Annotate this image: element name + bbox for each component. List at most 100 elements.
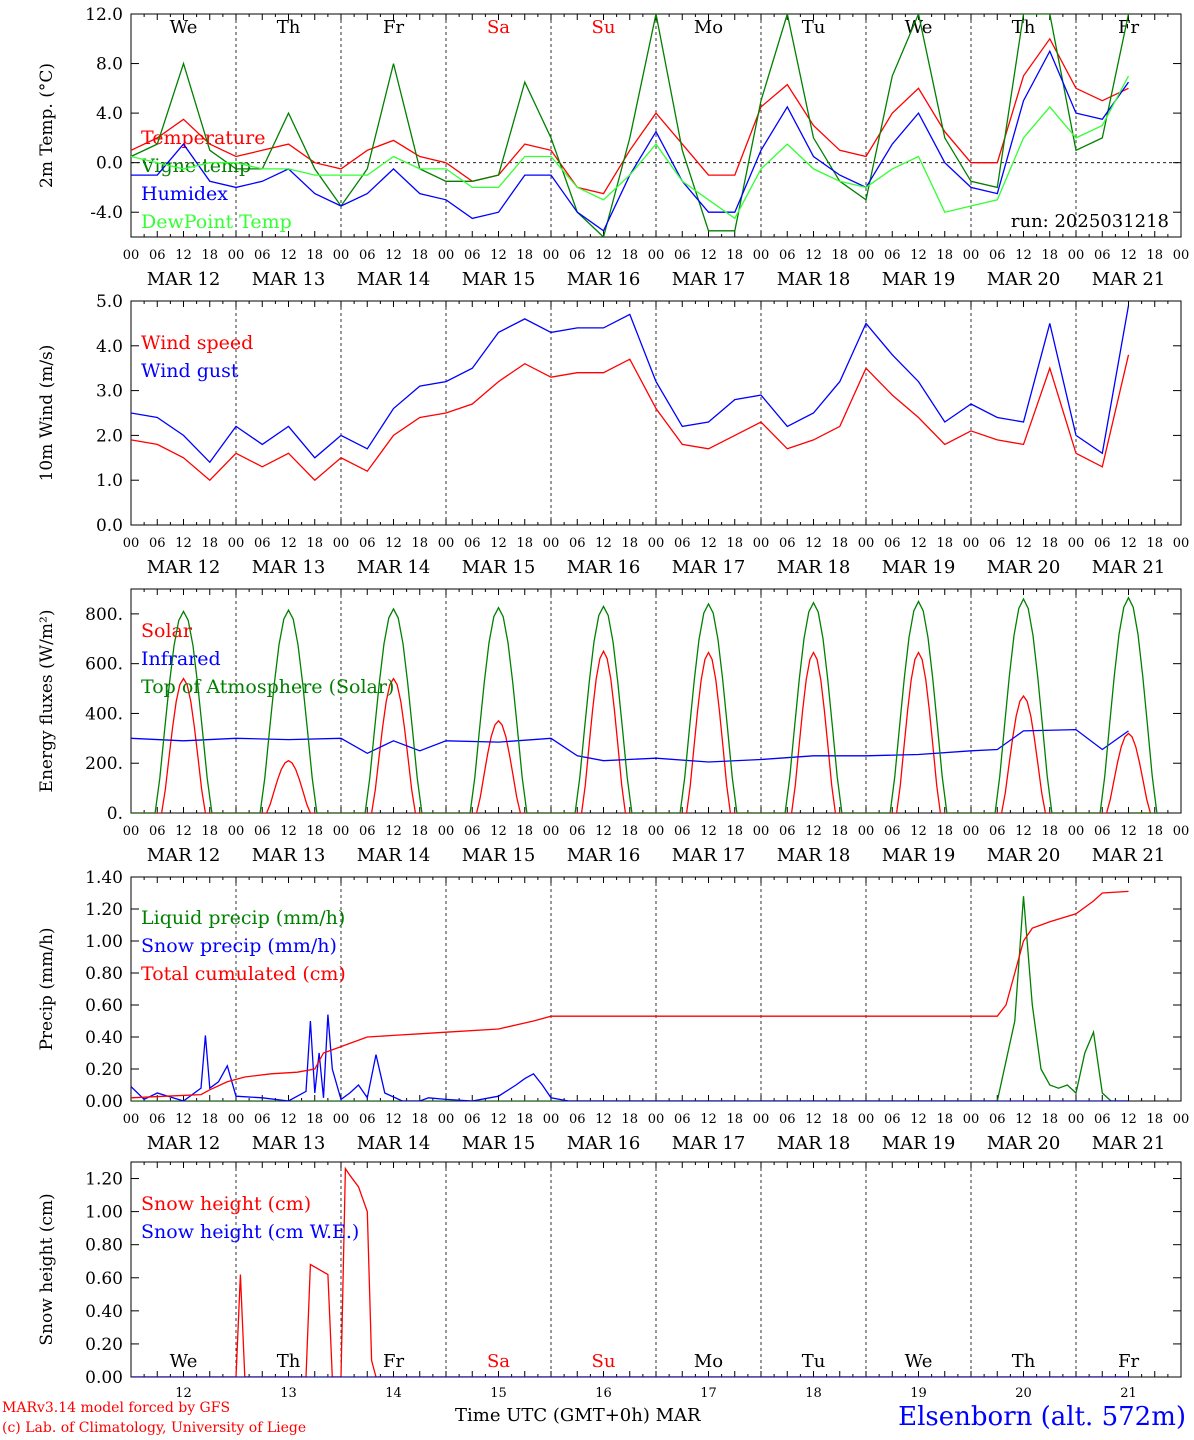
date-label: MAR 17 [672,1133,746,1154]
weekday-label: Fr [1118,17,1139,38]
hour-tick-label: 06 [1094,248,1111,263]
hour-tick-label: 06 [1094,1112,1111,1127]
hour-tick-label: 06 [884,824,901,839]
y-tick-label: 12.0 [85,5,123,25]
hour-tick-label: 00 [753,536,770,551]
hour-tick-label: 12 [490,536,507,551]
hour-tick-label: 00 [438,1112,455,1127]
hour-tick-label: 12 [490,1112,507,1127]
date-label: MAR 12 [147,1133,221,1154]
hour-tick-label: 12 [1015,824,1032,839]
hour-tick-label: 18 [1041,248,1058,263]
hour-tick-label: 18 [1041,824,1058,839]
hour-tick-label: 06 [569,536,586,551]
legend-entry: DewPoint Temp [141,211,292,233]
y-tick-label: 0.80 [85,964,123,984]
hour-tick-label: 00 [753,824,770,839]
y-tick-label: 0.40 [85,1302,123,1322]
date-label: MAR 15 [462,269,536,290]
date-label: MAR 21 [1092,1133,1166,1154]
plot-frame [130,13,1182,238]
weekday-label: Fr [383,17,404,38]
hour-tick-label: 06 [989,248,1006,263]
legend-entry: Wind speed [141,332,253,354]
date-label: MAR 13 [252,269,326,290]
panel-3: 800. 600. 400. 200. 0. Energy fluxes (W/m²) 00… [37,588,1189,866]
y-tick-label: 2.0 [96,426,123,446]
hour-tick-label: 18 [1146,1112,1163,1127]
hour-tick-label: 12 [595,536,612,551]
y-tick-label: 0.20 [85,1335,123,1355]
hour-tick-label: 00 [648,248,665,263]
hour-tick-label: 00 [1068,824,1085,839]
hour-tick-label: 00 [1173,536,1190,551]
weekday-label: Fr [383,1351,404,1372]
hour-tick-label: 18 [831,536,848,551]
hour-tick-label: 18 [621,248,638,263]
hour-tick-label: 06 [254,248,271,263]
hour-tick-label: 12 [385,536,402,551]
day-number-label: 13 [280,1386,297,1401]
hour-tick-label: 12 [385,248,402,263]
legend-entry: Infrared [141,648,221,670]
date-label: MAR 13 [252,1133,326,1154]
date-label: MAR 15 [462,557,536,578]
hour-tick-label: 18 [516,824,533,839]
date-label: MAR 18 [777,1133,851,1154]
hour-tick-label: 18 [936,1112,953,1127]
hour-tick-label: 06 [569,248,586,263]
y-tick-label: 1.40 [85,868,123,888]
hour-tick-label: 00 [858,1112,875,1127]
hour-tick-label: 18 [306,248,323,263]
hour-tick-label: 18 [201,1112,218,1127]
hour-tick-label: 12 [805,248,822,263]
date-label: MAR 16 [567,1133,641,1154]
hour-tick-label: 00 [543,536,560,551]
hour-tick-label: 00 [963,1112,980,1127]
y-axis-label: Energy fluxes (W/m²) [37,610,57,793]
day-number-label: 14 [385,1386,402,1401]
hour-tick-label: 06 [674,1112,691,1127]
y-axis-label: Snow height (cm) [37,1193,57,1345]
hour-tick-label: 00 [648,824,665,839]
hour-tick-label: 12 [910,1112,927,1127]
series-line [131,354,1130,482]
hour-tick-label: 12 [1120,824,1137,839]
hour-tick-label: 06 [359,248,376,263]
hour-tick-label: 12 [1120,536,1137,551]
hour-tick-label: 18 [411,248,428,263]
hour-tick-label: 06 [464,536,481,551]
hour-tick-label: 06 [464,248,481,263]
hour-tick-label: 06 [254,824,271,839]
hour-tick-label: 00 [1173,1112,1190,1127]
hour-tick-label: 00 [648,536,665,551]
hour-tick-label: 12 [700,824,717,839]
hour-tick-label: 00 [963,536,980,551]
hour-tick-label: 12 [490,248,507,263]
hour-tick-label: 06 [149,248,166,263]
date-label: MAR 16 [567,557,641,578]
panel-4: 1.40 1.20 1.00 0.80 0.60 0.40 0.20 0.00 Precip (… [37,868,1189,1154]
hour-tick-label: 12 [595,1112,612,1127]
date-label: MAR 17 [672,269,746,290]
y-tick-label: 600. [85,655,123,675]
date-label: MAR 16 [567,269,641,290]
plot-frame [130,588,1182,814]
hour-tick-label: 06 [779,824,796,839]
hour-tick-label: 18 [726,1112,743,1127]
hour-tick-label: 00 [858,248,875,263]
y-tick-label: 0.40 [85,1028,123,1048]
hour-tick-label: 06 [359,1112,376,1127]
hour-tick-label: 00 [228,536,245,551]
legend-entry: Snow height (cm W.E.) [141,1221,359,1243]
date-label: MAR 17 [672,557,746,578]
panel-5: 1.20 1.00 0.80 0.60 0.40 0.20 0.00 Snow height … [37,1161,1182,1401]
legend-entry: Humidex [141,183,228,205]
date-label: MAR 14 [357,845,431,866]
day-number-label: 17 [700,1386,717,1401]
hour-tick-label: 18 [306,1112,323,1127]
y-tick-label: 0.20 [85,1060,123,1080]
hour-tick-label: 18 [1146,248,1163,263]
hour-tick-label: 06 [149,824,166,839]
date-label: MAR 13 [252,557,326,578]
